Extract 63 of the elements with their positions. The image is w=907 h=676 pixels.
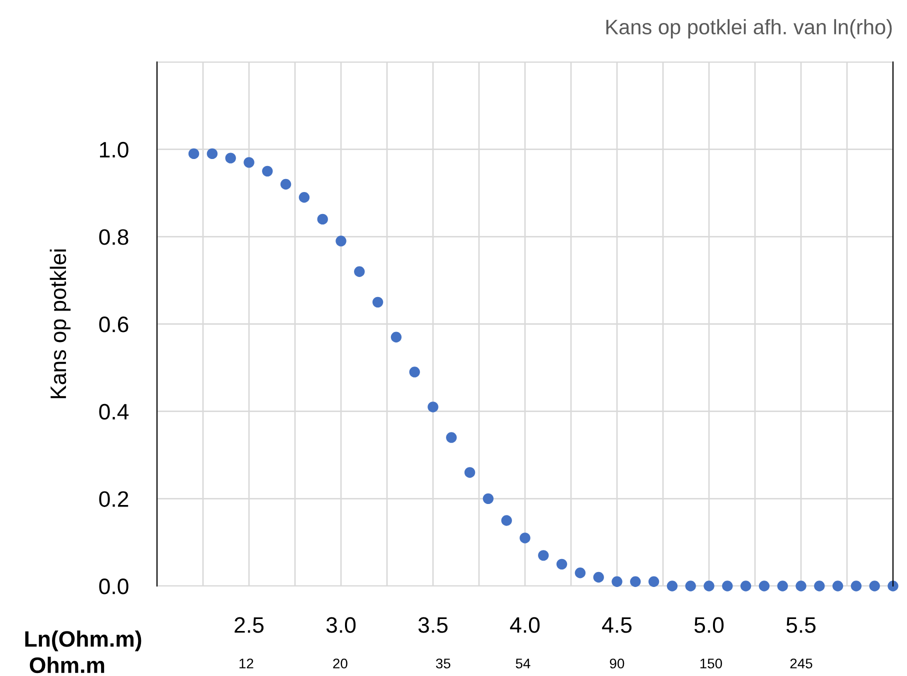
point — [850, 580, 862, 592]
x-tick-label: 4.0 — [510, 617, 540, 633]
point — [538, 550, 549, 561]
point — [832, 580, 844, 592]
x-tick-label: 5.5 — [786, 617, 816, 633]
point — [188, 148, 200, 160]
point — [666, 580, 678, 592]
point — [298, 192, 310, 203]
x-tick-label: 5.0 — [694, 617, 724, 633]
point — [317, 214, 328, 225]
x2-tick-label: 54 — [516, 658, 530, 668]
point — [225, 152, 236, 164]
x2-tick-label: 35 — [436, 658, 450, 668]
x2-tick-label: 90 — [610, 658, 624, 668]
point — [704, 580, 714, 592]
chart-title: Kans op potklei afh. van ln(rho) — [606, 19, 892, 39]
y-tick-label: 0.4 — [99, 404, 129, 420]
point — [206, 148, 218, 160]
point — [336, 236, 346, 246]
point — [464, 467, 476, 478]
point — [722, 580, 733, 592]
point — [354, 266, 365, 277]
y-tick-label: 1.0 — [100, 142, 128, 158]
point — [501, 515, 512, 526]
point — [648, 576, 660, 587]
y-tick-label: 0.6 — [99, 316, 128, 332]
x-tick-label: 3.0 — [326, 617, 356, 633]
point — [814, 580, 825, 592]
point — [593, 572, 604, 583]
x-axis-title: Ln(Ohm.m) — [25, 630, 142, 652]
point — [630, 576, 641, 587]
point — [796, 580, 806, 592]
point — [428, 402, 438, 412]
y-tick-label: 0.8 — [99, 229, 128, 245]
point — [869, 580, 880, 592]
x2-tick-label: 150 — [700, 658, 722, 668]
y-axis-title: Kans op potklei — [50, 250, 71, 398]
point — [556, 558, 568, 570]
y-tick-label: 0.2 — [99, 491, 128, 507]
point — [280, 178, 292, 190]
point — [758, 580, 770, 592]
point — [574, 568, 586, 578]
x2-axis-title: Ohm.m — [30, 656, 104, 674]
point — [888, 580, 898, 592]
point — [372, 296, 384, 308]
point — [482, 493, 494, 504]
point — [520, 532, 530, 544]
point — [446, 432, 457, 443]
point — [612, 576, 622, 587]
point — [777, 580, 788, 592]
point — [685, 580, 696, 592]
point — [262, 166, 273, 177]
point — [390, 332, 402, 342]
x2-tick-label: 20 — [333, 658, 348, 668]
point — [740, 580, 752, 592]
x2-tick-label: 245 — [790, 658, 812, 668]
x-tick-label: 3.5 — [418, 617, 448, 633]
x2-tick-label: 12 — [240, 658, 254, 668]
y-tick-label: 0.0 — [99, 578, 128, 594]
x-tick-label: 2.5 — [234, 617, 264, 633]
x-tick-label: 4.5 — [602, 617, 632, 633]
point — [409, 366, 420, 378]
point — [244, 157, 254, 168]
